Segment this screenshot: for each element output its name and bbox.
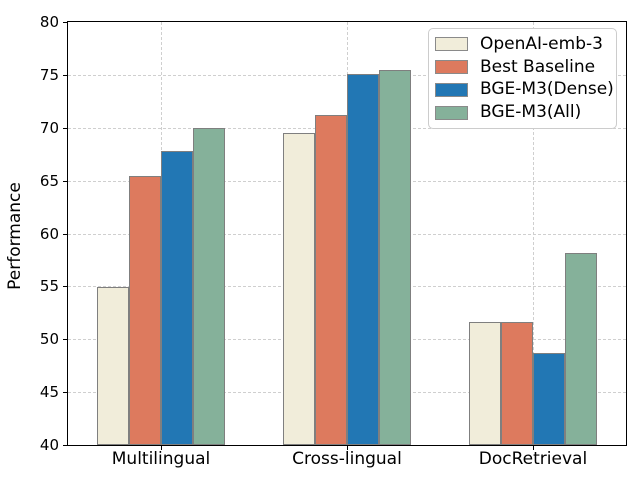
legend-swatch — [435, 105, 468, 120]
y-tick-label: 60 — [39, 224, 59, 243]
bar-best-baseline — [315, 115, 347, 445]
y-tick-label: 80 — [39, 13, 59, 31]
legend-swatch — [435, 37, 468, 52]
y-tick-label: 70 — [39, 118, 59, 137]
y-tick-label: 75 — [39, 65, 59, 84]
y-tick-mark — [63, 180, 67, 182]
y-tick-label: 50 — [39, 330, 59, 349]
bar-bge-m3-dense- — [347, 73, 379, 445]
y-tick-mark — [63, 286, 67, 288]
y-tick-label: 55 — [39, 277, 59, 296]
y-tick-mark — [63, 392, 67, 394]
y-tick-mark — [63, 445, 67, 446]
x-tick-mark — [161, 446, 162, 450]
legend-item: Best Baseline — [435, 56, 608, 77]
y-tick-mark — [63, 22, 67, 23]
bar-best-baseline — [501, 322, 533, 445]
legend-label: OpenAI-emb-3 — [480, 33, 603, 54]
gridline-vertical — [533, 22, 534, 445]
legend-item: OpenAI-emb-3 — [435, 33, 608, 54]
y-tick-label: 65 — [39, 171, 59, 190]
legend: OpenAI-emb-3 Best Baseline BGE-M3(Dense) BG… — [428, 28, 617, 129]
bar-bge-m3-dense- — [161, 151, 193, 445]
legend-item: BGE-M3(All) — [435, 103, 608, 122]
bar-bge-m3-all- — [379, 69, 411, 445]
bar-bge-m3-all- — [193, 127, 225, 445]
y-tick-mark — [63, 127, 67, 129]
x-tick-label: Cross-lingual — [292, 449, 402, 469]
x-tick-mark — [533, 446, 534, 450]
x-tick-mark — [347, 446, 348, 450]
bar-best-baseline — [129, 176, 161, 445]
legend-label: Best Baseline — [480, 56, 596, 77]
legend-item: BGE-M3(Dense) — [435, 80, 614, 99]
bar-openai-emb-3 — [469, 322, 501, 445]
y-tick-mark — [63, 339, 67, 341]
y-tick-label: 40 — [39, 436, 59, 454]
bar-bge-m3-dense- — [533, 353, 565, 445]
y-tick-mark — [63, 233, 67, 235]
x-tick-label: DocRetrieval — [478, 449, 588, 469]
legend-swatch — [435, 82, 468, 97]
x-tick-label: Multilingual — [111, 449, 211, 469]
bar-openai-emb-3 — [97, 287, 129, 445]
legend-label: BGE-M3(Dense) — [480, 79, 614, 100]
legend-label: BGE-M3(All) — [480, 102, 582, 123]
bar-bge-m3-all- — [565, 252, 597, 445]
y-tick-label: 45 — [39, 383, 59, 402]
bar-openai-emb-3 — [283, 133, 315, 445]
legend-swatch — [435, 60, 468, 75]
y-tick-mark — [63, 74, 67, 76]
